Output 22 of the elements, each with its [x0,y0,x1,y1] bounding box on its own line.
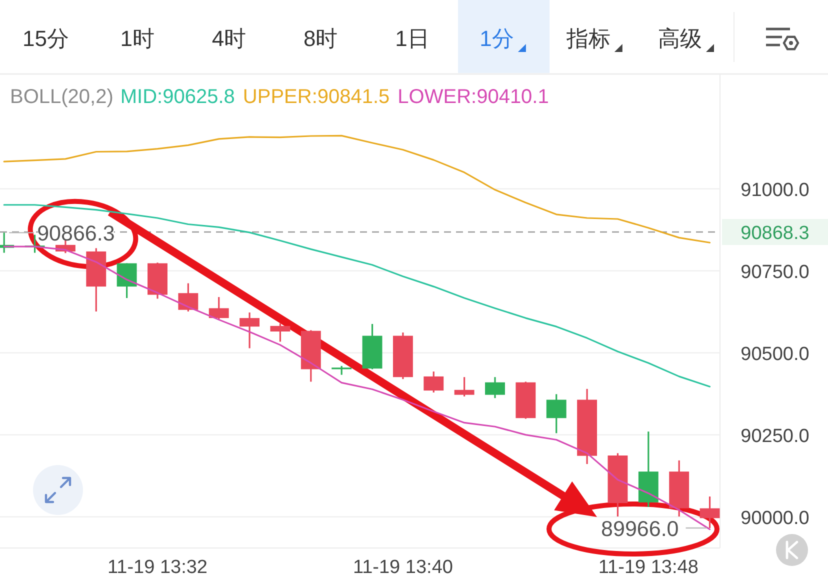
y-tick-label: 90250.0 [740,426,810,447]
data-note: 89966.0 [601,517,707,541]
tab-label: 1时 [120,26,155,51]
tab-label: 指标 [566,26,622,52]
x-tick-label: 11-19 13:48 [598,557,698,578]
tab-label: 4时 [212,26,246,51]
y-tick-label: 90000.0 [740,508,810,529]
tab-selected: 1分 [458,0,550,73]
ref-line-label: 90868.3 [740,223,810,244]
tab-label: 1日 [395,26,430,51]
tab-label: 高级 [658,26,714,52]
y-tick-label: 90500.0 [740,344,810,365]
tab-label: 15分 [22,26,70,51]
x-tick-label: 11-19 13:40 [352,557,453,578]
y-tick-label: 90750.0 [740,262,810,283]
x-tick-label: 11-19 13:32 [107,557,208,578]
y-tick-label: 91000.0 [740,180,810,201]
annotation: 89966.0 [601,516,679,541]
data-note: 90866.3 [9,222,115,246]
tab-label: 8时 [303,26,338,51]
legend: BOLL(20,2) MID:90625.8 UPPER:90841.5 LOWER:90410.1 [10,86,549,108]
annotation: 90866.3 [37,222,115,246]
